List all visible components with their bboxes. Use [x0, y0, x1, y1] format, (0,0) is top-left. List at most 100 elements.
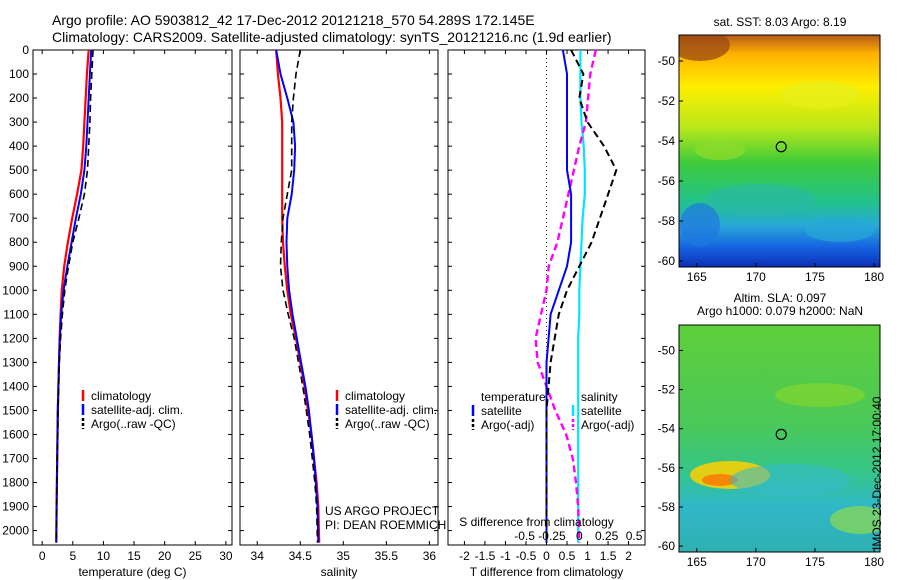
- plot-frame: [239, 49, 439, 546]
- sla-patch: [702, 474, 738, 486]
- temperature-panel: 0100200300400500600700800900100011001200…: [2, 43, 233, 579]
- series-line: [577, 50, 586, 543]
- credit-project: US ARGO PROJECT: [325, 504, 440, 518]
- map-x-tick-label: 175: [805, 555, 825, 569]
- map-y-tick-label: -60: [658, 539, 676, 553]
- map-x-tick-label: 170: [746, 555, 766, 569]
- legend-label: satellite: [481, 404, 522, 418]
- map-y-tick-label: -50: [658, 54, 676, 68]
- y-tick-label: 2000: [2, 524, 29, 538]
- chart-title: Argo profile: AO 5903812_42 17-Dec-2012 …: [52, 12, 535, 28]
- x-tick-label: 35: [337, 549, 351, 563]
- y-tick-label: 1600: [2, 427, 29, 441]
- y-tick-label: 900: [9, 259, 29, 273]
- y-tick-label: 800: [9, 235, 29, 249]
- y-tick-label: 100: [9, 67, 29, 81]
- y-tick-label: 1500: [2, 403, 29, 417]
- s-axis-label: S difference from climatology: [459, 515, 614, 529]
- y-tick-label: 1800: [2, 476, 29, 490]
- y-tick-label: 1300: [2, 355, 29, 369]
- x-tick-label: 0: [39, 549, 46, 563]
- difference-panel: -2 -1.5 -1 -0.5 0 0.5 1 1.5 2T difference from c…: [447, 49, 646, 579]
- series-line: [55, 49, 94, 543]
- map-y-tick-label: -56: [658, 461, 676, 475]
- x-tick-label: -2: [459, 549, 470, 563]
- x-tick-label: 34.5: [289, 549, 313, 563]
- x-tick-label: 1: [584, 549, 591, 563]
- x-tick-label: 20: [158, 549, 172, 563]
- legend-label: Argo(-adj): [481, 418, 534, 432]
- y-tick-label: 600: [9, 187, 29, 201]
- y-tick-label: 0: [22, 43, 29, 57]
- map-y-tick-label: -52: [658, 383, 676, 397]
- series-line: [279, 49, 319, 543]
- sla-map-frame: [678, 324, 881, 553]
- x-tick-label: 15: [127, 549, 141, 563]
- map-x-tick-label: 180: [864, 555, 884, 569]
- s-tick-label: -0.5: [514, 529, 535, 543]
- map-x-tick-label: 165: [687, 555, 707, 569]
- legend-title-salinity: salinity: [581, 390, 618, 404]
- s-tick-label: -0.25: [538, 529, 566, 543]
- map-y-tick-label: -56: [658, 174, 676, 188]
- salinity-panel: 34 34.5 35 35.5 36 salinity climatologysatelli…: [239, 49, 439, 579]
- float-position-marker: [775, 428, 787, 440]
- timestamp-stamp: IMOS 23-Dec-2012 17:00:40: [870, 396, 884, 550]
- legend-label: satellite-adj. clim.: [91, 403, 183, 417]
- legend-label: Argo(-adj): [581, 418, 634, 432]
- sst-patch: [780, 81, 860, 109]
- series-line: [545, 49, 573, 543]
- series-line: [275, 49, 320, 543]
- y-tick-label: 300: [9, 115, 29, 129]
- sst-patch: [805, 218, 875, 242]
- credit-pi: PI: DEAN ROEMMICH: [325, 518, 446, 532]
- series-line: [55, 49, 93, 543]
- x-tick-label: 36: [423, 549, 437, 563]
- map-y-tick-label: -58: [658, 214, 676, 228]
- x-tick-label: 30: [219, 549, 233, 563]
- map-title: sat. SST: 8.03 Argo: 8.19: [714, 15, 847, 29]
- map-subtitle: Argo h1000: 0.079 h2000: NaN: [697, 304, 863, 318]
- s-tick-label: 0.25: [595, 529, 619, 543]
- x-tick-label: -1.5: [475, 549, 496, 563]
- y-tick-label: 1000: [2, 283, 29, 297]
- chart-subtitle: Climatology: CARS2009. Satellite-adjuste…: [52, 29, 612, 45]
- sst-patch: [680, 203, 720, 247]
- map-y-tick-label: -60: [658, 254, 676, 268]
- map-x-tick-label: 165: [687, 270, 707, 284]
- y-tick-label: 700: [9, 211, 29, 225]
- sla-patch: [830, 506, 880, 534]
- map-x-tick-label: 170: [746, 270, 766, 284]
- x-tick-label: 5: [69, 549, 76, 563]
- y-tick-label: 400: [9, 139, 29, 153]
- legend-label: Argo(..raw -QC): [345, 417, 430, 431]
- map-y-tick-label: -54: [658, 134, 676, 148]
- sst-map: 165 170 175 180 -50 -52 -54 -56 -58 -60 sat. SST: …: [658, 15, 885, 284]
- series-line: [534, 49, 597, 543]
- y-tick-label: 200: [9, 91, 29, 105]
- sst-patch: [679, 35, 730, 61]
- x-axis-label: salinity: [321, 565, 358, 579]
- x-tick-label: 35.5: [375, 549, 399, 563]
- legend-title-temperature: temperature: [481, 390, 546, 404]
- sst-map-frame: [678, 34, 881, 268]
- map-y-tick-label: -50: [658, 343, 676, 357]
- map-x-tick-label: 180: [864, 270, 884, 284]
- map-y-tick-label: -52: [658, 94, 676, 108]
- plot-frame: [32, 49, 233, 546]
- sla-patch: [775, 383, 865, 407]
- x-tick-label: -1: [500, 549, 511, 563]
- x-tick-label: 1.5: [600, 549, 617, 563]
- map-y-tick-label: -58: [658, 500, 676, 514]
- float-position-marker: [775, 141, 787, 153]
- x-tick-label: 0: [543, 549, 550, 563]
- sst-patch: [695, 140, 745, 160]
- legend-label: satellite-adj. clim.: [345, 403, 437, 417]
- x-tick-label: 0.5: [559, 549, 576, 563]
- x-tick-label: 2: [625, 549, 632, 563]
- sla-map: 165 170 175 180 -50 -52 -54 -56 -58 -60 Altim. SLA…: [658, 291, 885, 569]
- map-x-tick-label: 175: [805, 270, 825, 284]
- x-tick-label: -0.5: [516, 549, 537, 563]
- s-tick-label: 0: [576, 529, 583, 543]
